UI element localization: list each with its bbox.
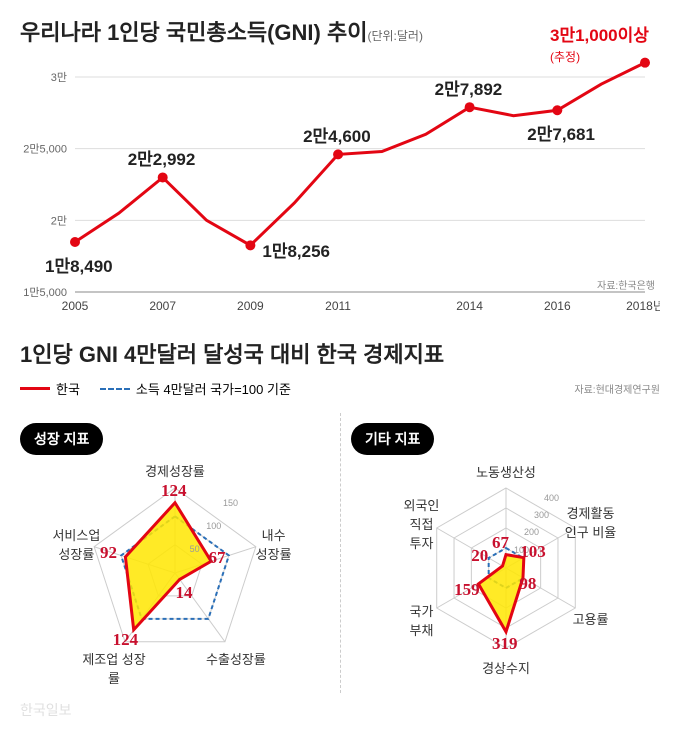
data-label: 2만4,600 — [303, 122, 371, 147]
axis-label: 국가 부채 — [386, 601, 456, 639]
radar-value: 124 — [113, 630, 139, 650]
legend-baseline: 소득 4만달러 국가=100 기준 — [100, 379, 291, 398]
legend-korea: 한국 — [20, 379, 80, 398]
ring-label: 50 — [190, 544, 200, 554]
radar-value: 319 — [492, 634, 518, 654]
svg-text:2016: 2016 — [544, 299, 571, 313]
radar-source: 자료:현대경제연구원 — [574, 381, 660, 396]
radar-value: 159 — [454, 580, 480, 600]
line-chart: 1만5,000 2만 2만5,000 3만 2005 2007 2009 2011 2014 20… — [20, 57, 660, 317]
svg-text:2만: 2만 — [51, 214, 67, 227]
legend-row: 한국 소득 4만달러 국가=100 기준 자료:현대경제연구원 — [20, 379, 660, 398]
axis-label: 제조업 성장률 — [79, 649, 149, 687]
svg-text:2018년: 2018년 — [626, 299, 660, 313]
line-source: 자료:한국은행 — [597, 277, 655, 292]
data-label: 1만8,490 — [45, 252, 113, 277]
axis-label: 고용률 — [556, 609, 626, 628]
data-label: 2만7,681 — [527, 120, 595, 145]
svg-text:2009: 2009 — [237, 299, 264, 313]
ring-label: 400 — [544, 493, 559, 503]
radar-value: 20 — [471, 546, 488, 566]
radar1-badge: 성장 지표 — [20, 423, 103, 455]
radar-value: 124 — [161, 481, 187, 501]
axis-label: 경제활동 인구 비율 — [556, 503, 626, 541]
svg-text:2007: 2007 — [149, 299, 176, 313]
legend-baseline-text: 소득 4만달러 국가=100 기준 — [136, 379, 291, 398]
radar-value: 67 — [209, 548, 226, 568]
ring-label: 100 — [206, 521, 221, 531]
axis-label: 경상수지 — [471, 658, 541, 677]
data-label: 2만2,992 — [128, 145, 196, 170]
data-label: 2만7,892 — [435, 75, 503, 100]
radar-divider — [340, 413, 341, 693]
legend-line-dashed — [100, 388, 130, 390]
legend-line-solid — [20, 387, 50, 390]
axis-label: 노동생산성 — [471, 462, 541, 481]
radar-value: 67 — [492, 533, 509, 553]
unit-text: (단위:달러) — [367, 29, 423, 43]
ring-label: 200 — [524, 527, 539, 537]
legend-korea-text: 한국 — [56, 379, 80, 398]
radar-title: 1인당 GNI 4만달러 달성국 대비 한국 경제지표 — [20, 337, 660, 369]
svg-text:2만5,000: 2만5,000 — [23, 143, 67, 156]
axis-label: 경제성장률 — [140, 461, 210, 480]
radar-value: 103 — [520, 542, 546, 562]
ring-label: 300 — [534, 510, 549, 520]
data-label: 3만1,000이상(추정) — [550, 21, 649, 66]
radar-value: 14 — [176, 583, 193, 603]
axis-label: 수출성장률 — [201, 649, 271, 668]
radar-value: 92 — [100, 543, 117, 563]
svg-text:2014: 2014 — [456, 299, 483, 313]
radar-value: 98 — [519, 574, 536, 594]
svg-text:2011: 2011 — [325, 299, 351, 313]
svg-text:1만5,000: 1만5,000 — [23, 286, 67, 299]
svg-text:3만: 3만 — [51, 71, 67, 84]
axis-label: 외국인 직접 투자 — [386, 495, 456, 552]
ring-label: 150 — [223, 498, 238, 508]
svg-text:2005: 2005 — [62, 299, 89, 313]
radar-other: 기타 지표 100200300400노동생산성경제활동 인구 비율고용률경상수지… — [351, 413, 661, 693]
watermark: 한국일보 — [20, 700, 72, 720]
radar2-badge: 기타 지표 — [351, 423, 434, 455]
title-text: 우리나라 1인당 국민총소득(GNI) 추이 — [20, 20, 367, 45]
radar-growth: 성장 지표 50100150경제성장률내수 성장률수출성장률제조업 성장률서비스… — [20, 413, 330, 693]
data-label: 1만8,256 — [262, 237, 330, 262]
axis-label: 내수 성장률 — [239, 525, 309, 563]
